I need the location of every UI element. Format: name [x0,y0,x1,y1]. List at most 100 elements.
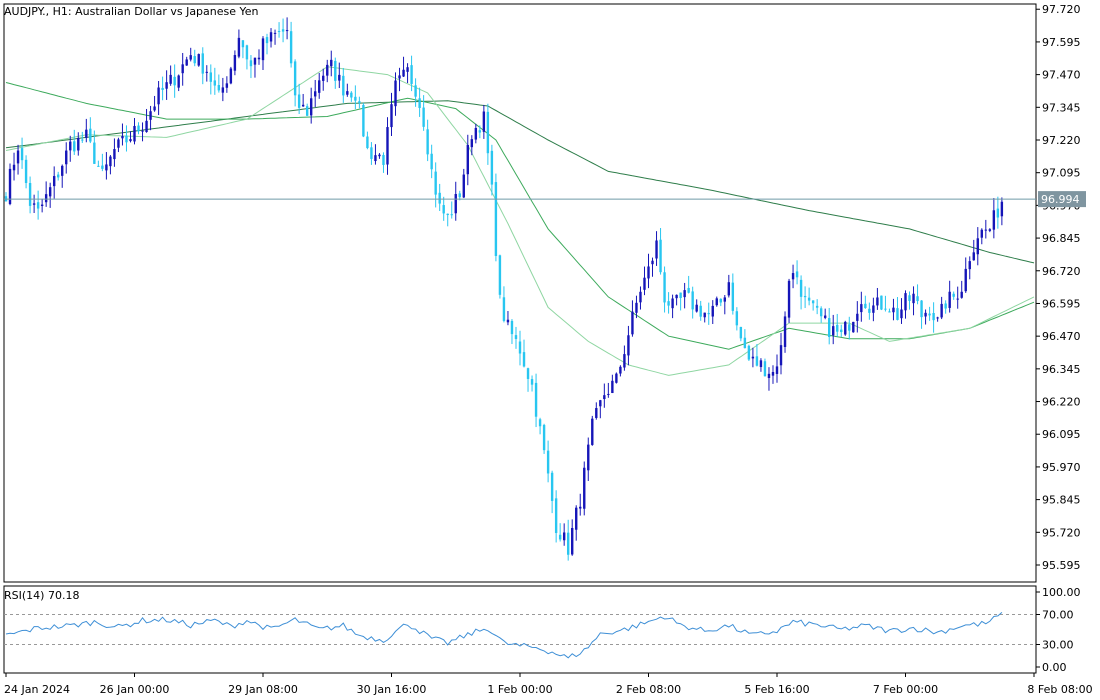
candle-body [819,308,823,317]
candle-body [141,130,144,132]
candle-body [595,408,598,418]
candle-body [374,155,377,162]
candle-body [133,125,136,142]
candle [972,239,975,261]
candle-body [968,261,971,270]
price-tick-label: 97.470 [1042,69,1081,82]
moving-average-line-1 [5,100,1035,264]
candle [366,131,369,150]
candle [422,95,425,131]
candle-body [346,91,349,95]
time-tick-label: 26 Jan 00:00 [100,683,170,696]
candle [161,76,164,101]
candle [964,257,967,293]
candle-body [225,83,229,88]
candle [687,275,690,294]
candle [418,87,421,117]
candle [884,295,887,312]
candle-body [948,291,951,308]
candle [526,367,530,392]
candle-body [550,472,554,501]
candle-body [916,296,919,302]
chart-title: AUDJPY., H1: Australian Dollar vs Japane… [4,5,259,18]
candle-body [848,324,851,331]
candle [466,134,469,186]
candle [490,144,494,196]
candle [691,286,694,319]
rsi-tick-label: 100.00 [1042,586,1081,599]
candle [799,275,803,310]
candle-body [161,87,164,90]
candle-body [386,127,389,165]
candle [32,194,36,214]
candle-body [309,98,313,116]
candle-body [643,277,646,290]
candle [940,296,943,320]
candle-body [129,139,132,142]
candle-body [65,150,68,165]
candle-body [149,111,152,120]
candle [382,152,385,173]
candle [595,402,598,420]
candle-body [840,329,843,333]
candle [791,264,795,289]
candle [908,291,911,310]
candle [434,162,437,208]
candle [430,144,433,179]
candle-body [591,418,594,445]
candle-body [844,321,847,335]
candle [486,103,490,165]
candle-body [430,153,433,170]
candle-body [627,335,630,356]
candle-body [394,80,397,107]
candle-body [964,268,967,292]
candle [237,29,241,59]
candle-body [892,307,895,313]
candle-body [799,279,803,297]
candle [671,294,674,319]
candle-body [32,203,36,205]
candle-body [338,74,341,81]
candle [406,63,409,84]
candle [787,278,791,323]
candle-body [366,136,369,149]
candle-body [904,293,907,311]
candle [711,300,714,324]
candle [659,228,662,275]
candle [779,332,783,375]
candle [354,85,357,110]
candle-body [542,424,546,451]
candle [506,311,510,326]
candle [546,440,550,483]
candle [402,56,405,77]
candle-body [442,205,445,214]
candle [257,49,261,65]
candle-body [406,67,409,72]
candle-body [48,187,52,197]
candle [494,173,498,262]
candle [699,300,702,321]
candle [679,292,682,311]
candle-body [944,303,947,309]
candle-body [579,506,582,509]
candle-body [350,92,353,98]
candle-body [322,75,325,81]
candle [538,417,542,435]
candle-body [731,282,735,311]
candle-body [739,326,743,339]
candle [992,198,996,239]
price-panel-frame [3,3,1037,583]
candle [213,67,217,95]
candle [450,201,453,219]
candle [314,79,317,108]
candle-body [342,75,345,96]
candle [795,260,799,285]
candle [767,367,771,391]
candle [137,122,140,135]
candle-body [398,75,401,79]
candle [77,132,80,156]
candle [342,67,345,103]
candle [832,314,835,345]
candle [297,83,301,114]
candle-body [157,87,160,105]
